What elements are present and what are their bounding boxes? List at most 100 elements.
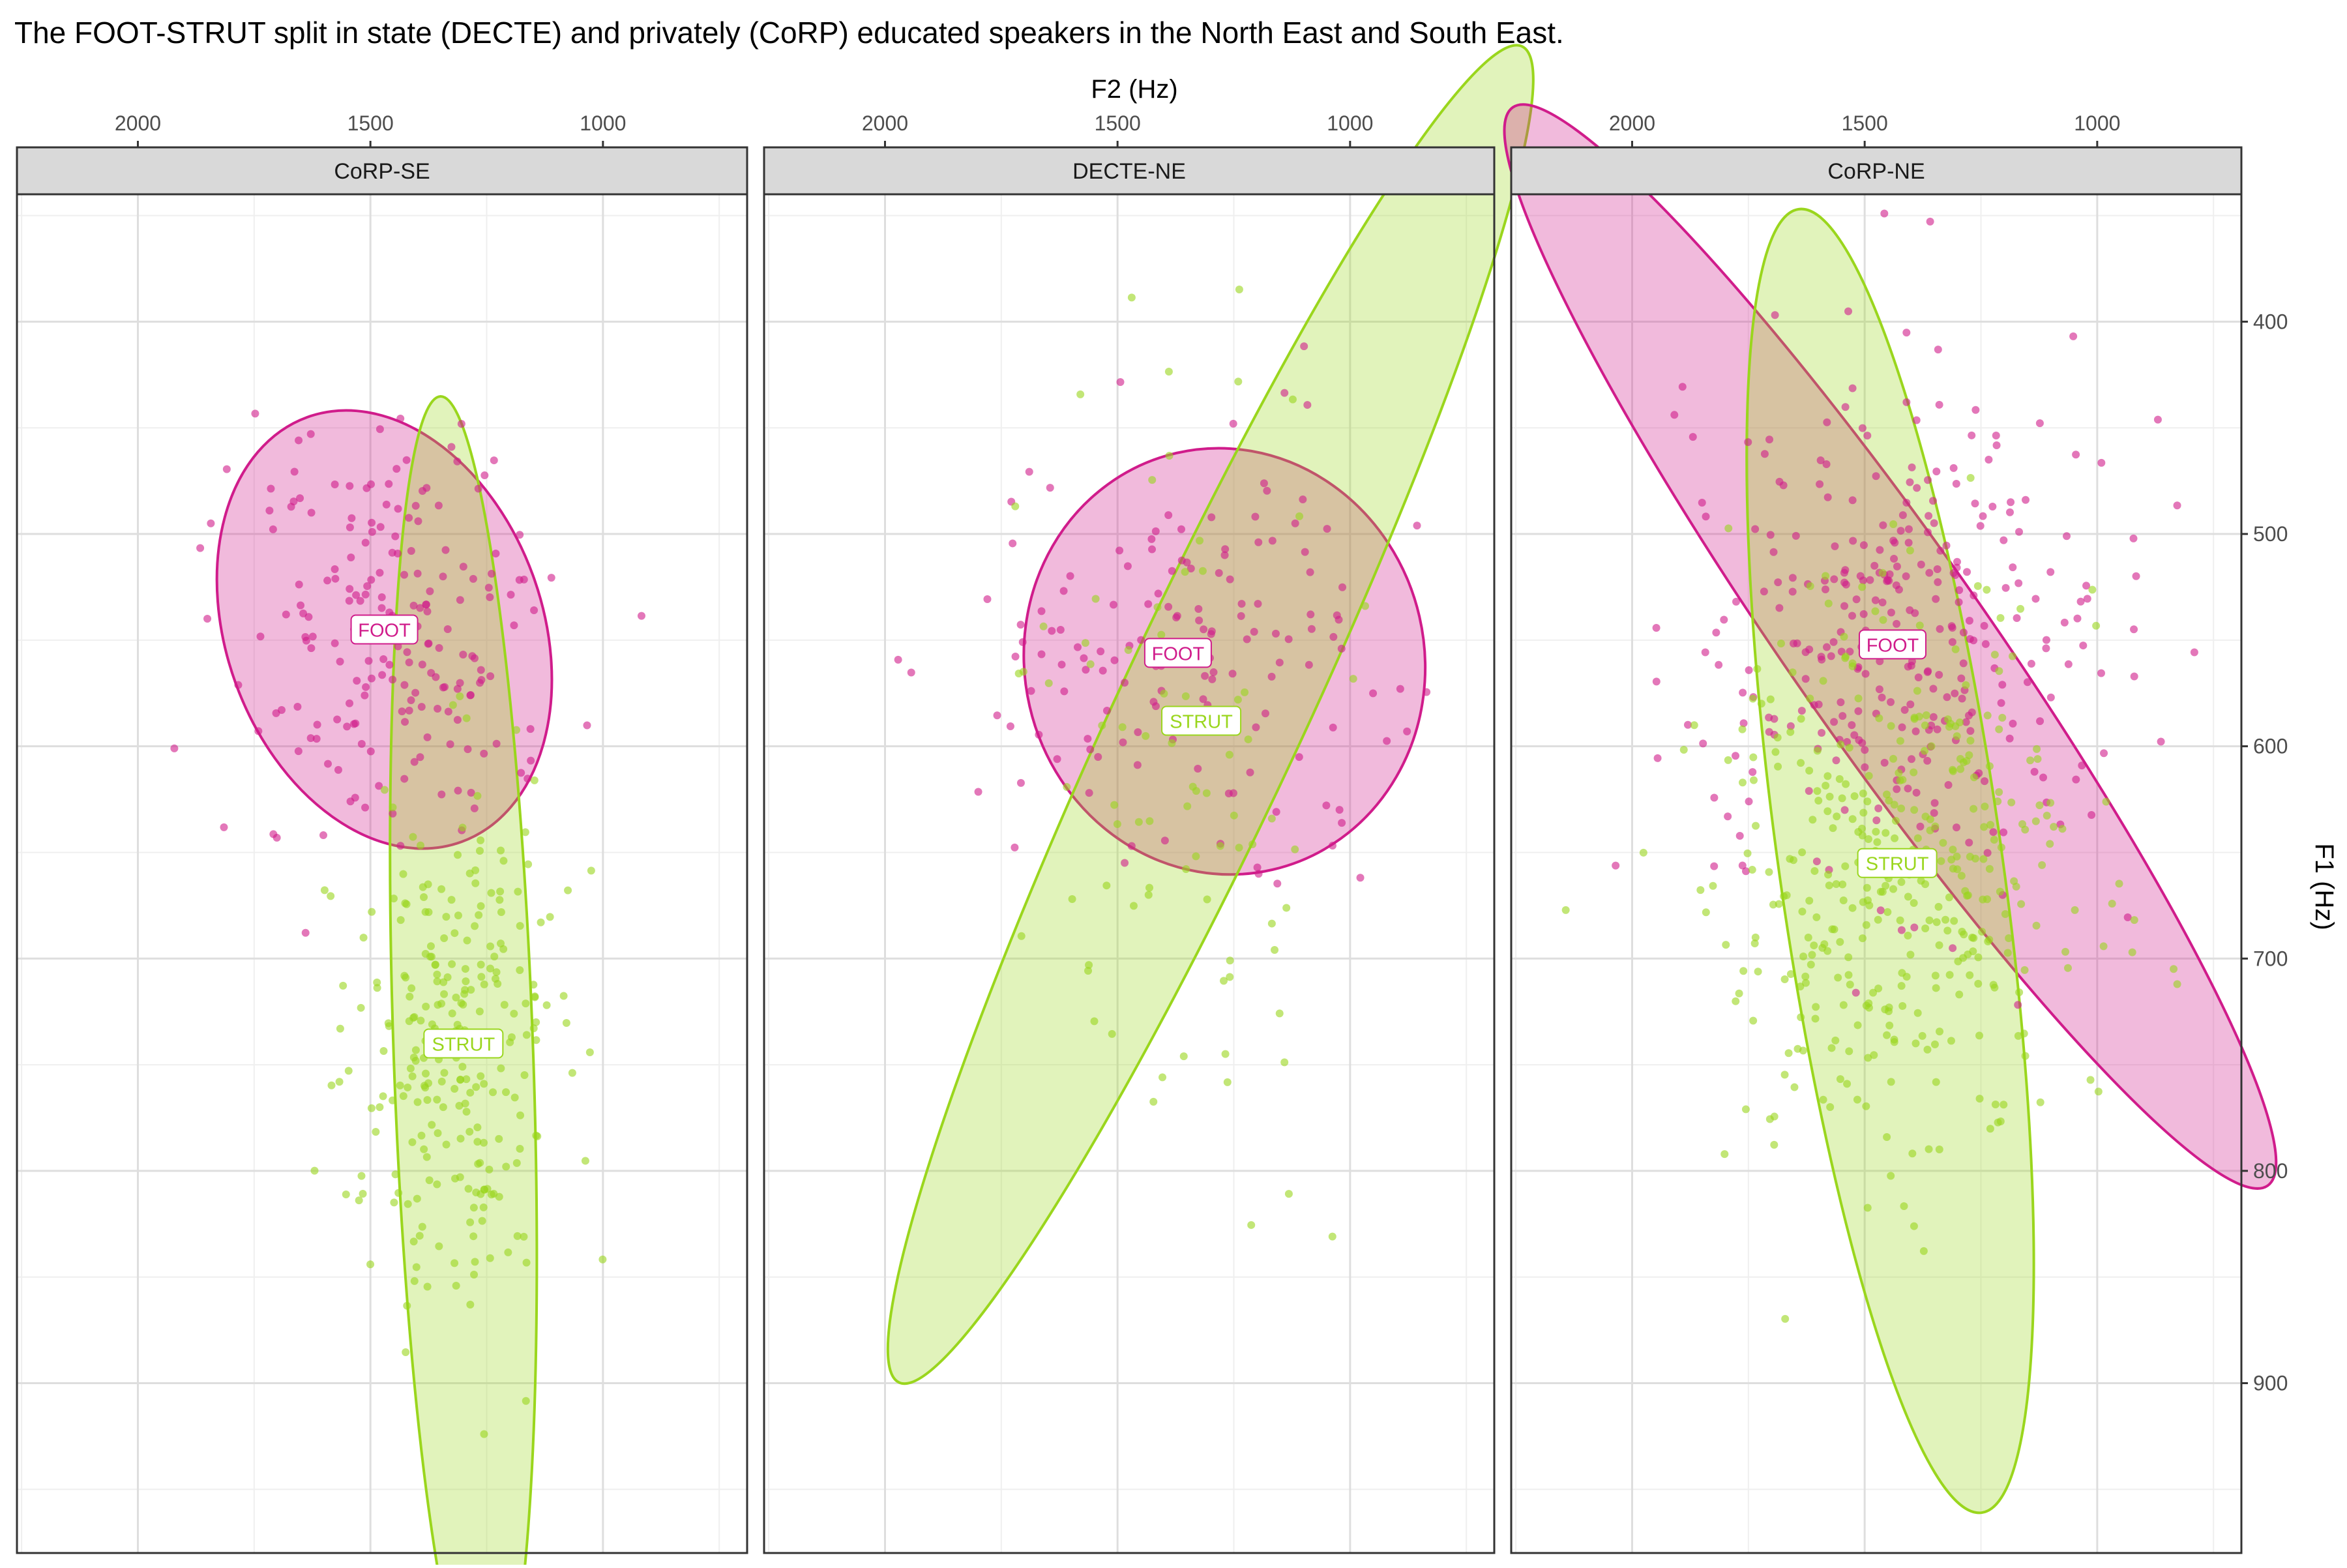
point-strut — [417, 1016, 425, 1025]
point-strut — [1932, 1078, 1940, 1086]
point-strut — [373, 978, 381, 986]
point-strut — [419, 883, 427, 891]
point-strut — [336, 1024, 344, 1033]
point-strut — [495, 896, 504, 904]
point-strut — [1798, 848, 1807, 857]
point-strut — [1853, 1021, 1862, 1029]
point-foot — [2031, 595, 2040, 603]
point-strut — [1980, 823, 1988, 831]
point-foot — [1200, 625, 1208, 634]
point-foot — [974, 788, 982, 796]
point-strut — [495, 1134, 503, 1143]
point-foot — [234, 681, 243, 689]
point-foot — [1263, 486, 1271, 495]
point-strut — [1248, 840, 1257, 849]
point-foot — [1333, 611, 1341, 619]
point-strut — [1953, 732, 1961, 741]
point-strut — [1854, 694, 1863, 703]
point-foot — [1097, 647, 1105, 656]
point-strut — [1863, 797, 1872, 806]
point-strut — [1859, 808, 1868, 817]
point-foot — [1766, 531, 1775, 539]
point-foot — [1774, 578, 1782, 587]
point-strut — [1935, 1146, 1943, 1154]
point-strut — [486, 964, 495, 973]
point-strut — [1275, 1009, 1284, 1018]
point-strut — [1235, 286, 1243, 294]
point-strut — [409, 833, 417, 841]
point-strut — [1102, 881, 1111, 890]
point-foot — [2022, 496, 2030, 504]
point-strut — [1679, 745, 1688, 754]
point-strut — [1282, 904, 1291, 912]
point-strut — [1812, 913, 1821, 921]
point-foot — [424, 639, 433, 647]
point-foot — [1910, 923, 1919, 932]
point-foot — [416, 753, 424, 762]
point-strut — [413, 1194, 421, 1203]
point-foot — [1912, 788, 1921, 797]
point-foot — [2078, 762, 2086, 770]
point-strut — [367, 1104, 376, 1112]
point-strut — [1926, 826, 1934, 835]
y-tick-label: 400 — [2253, 310, 2288, 333]
point-foot — [1164, 602, 1173, 611]
point-foot — [1306, 568, 1314, 576]
point-foot — [1840, 602, 1849, 610]
point-strut — [1732, 997, 1740, 1005]
point-strut — [1757, 700, 1765, 708]
point-foot — [1861, 746, 1869, 754]
point-foot — [1844, 307, 1853, 316]
point-strut — [458, 823, 467, 832]
point-foot — [1760, 587, 1768, 596]
point-foot — [272, 709, 280, 717]
point-foot — [1923, 756, 1932, 765]
point-foot — [477, 666, 485, 674]
point-strut — [2003, 949, 2012, 957]
point-strut — [2063, 964, 2072, 972]
point-strut — [1834, 973, 1842, 982]
point-strut — [456, 1075, 465, 1084]
point-strut — [1182, 865, 1190, 873]
point-strut — [1824, 599, 1833, 608]
point-foot — [1177, 556, 1186, 565]
point-foot — [297, 601, 305, 610]
point-foot — [439, 572, 447, 581]
point-strut — [1845, 743, 1853, 752]
point-foot — [517, 769, 525, 777]
point-foot — [1739, 719, 1748, 728]
point-foot — [364, 657, 373, 665]
point-strut — [1235, 844, 1243, 852]
point-strut — [1875, 714, 1883, 722]
point-foot — [1369, 689, 1378, 698]
point-foot — [1006, 722, 1014, 731]
point-foot — [1863, 432, 1872, 440]
point-foot — [409, 601, 418, 610]
point-strut — [376, 1103, 384, 1112]
point-strut — [1799, 952, 1808, 960]
point-strut — [1696, 886, 1705, 895]
point-foot — [1788, 587, 1797, 596]
point-strut — [1858, 934, 1867, 943]
point-foot — [368, 518, 376, 527]
point-foot — [1855, 736, 1863, 745]
point-foot — [1338, 583, 1347, 591]
point-strut — [1826, 1102, 1835, 1111]
point-foot — [312, 735, 321, 743]
point-foot — [1841, 403, 1850, 411]
point-strut — [1995, 667, 2003, 675]
point-foot — [1907, 755, 1915, 763]
point-foot — [1338, 819, 1346, 827]
point-foot — [1971, 406, 1980, 414]
point-foot — [401, 718, 409, 726]
point-strut — [408, 1072, 417, 1080]
point-foot — [1917, 560, 1925, 569]
point-strut — [1754, 968, 1762, 976]
point-foot — [1942, 541, 1951, 550]
point-strut — [1882, 881, 1890, 890]
point-strut — [1801, 972, 1810, 981]
point-foot — [1775, 477, 1784, 486]
point-strut — [1970, 934, 1978, 942]
point-strut — [1895, 769, 1903, 777]
point-foot — [1925, 512, 1933, 520]
